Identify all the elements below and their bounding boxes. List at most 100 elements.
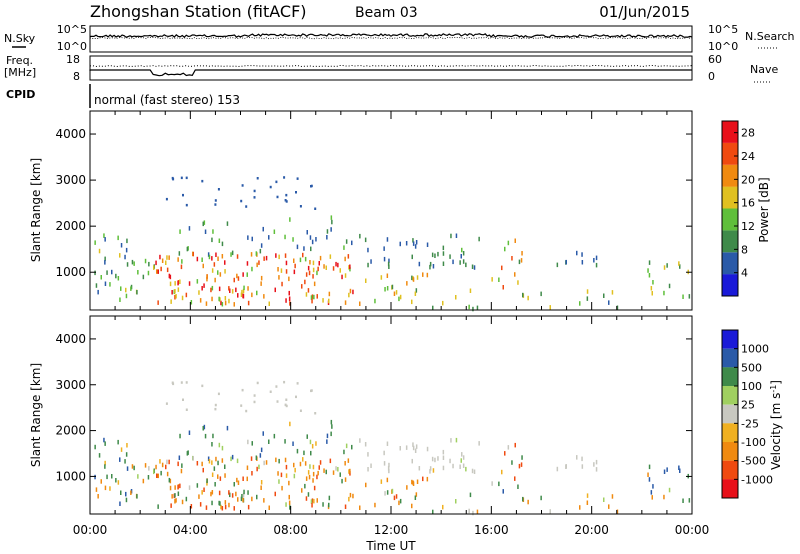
power-cell xyxy=(119,297,121,302)
power-cell xyxy=(221,302,224,307)
power-cell xyxy=(432,305,434,311)
power-panel: 1000 2000 3000 4000 Slant Range [km] 4 8 12 16… xyxy=(29,110,771,312)
power-cell xyxy=(296,177,299,180)
power-heatmap xyxy=(94,176,691,312)
power-cell xyxy=(211,285,214,291)
power-cell xyxy=(527,295,529,301)
power-cell xyxy=(611,290,614,295)
velocity-cell xyxy=(650,490,653,495)
power-cell xyxy=(416,275,419,280)
power-cell xyxy=(309,260,311,265)
velocity-cell xyxy=(281,485,283,491)
power-cell xyxy=(329,254,332,259)
velocity-cell xyxy=(185,381,188,384)
power-cell xyxy=(185,176,188,180)
velocity-cell xyxy=(450,438,452,443)
velocity-cell xyxy=(289,421,291,427)
velocity-cell xyxy=(307,470,310,475)
velocity-cell xyxy=(256,494,258,500)
velocity-cell xyxy=(235,491,237,497)
velocity-cell xyxy=(323,468,325,473)
power-cell xyxy=(293,269,296,275)
velocity-cell xyxy=(312,464,315,470)
power-cell xyxy=(280,268,283,273)
velocity-cell xyxy=(431,456,434,462)
power-cell xyxy=(242,288,245,294)
power-cbar-title: Power [dB] xyxy=(757,177,771,242)
power-cell xyxy=(301,284,303,289)
velocity-cell xyxy=(414,495,417,500)
power-cell xyxy=(285,260,288,266)
power-cell xyxy=(260,281,262,286)
power-cell xyxy=(157,300,159,305)
power-cell xyxy=(275,180,278,184)
power-cell xyxy=(161,258,164,263)
velocity-cell xyxy=(273,433,276,439)
velocity-cell xyxy=(256,466,258,472)
time-tick-label: 20:00 xyxy=(574,523,609,537)
power-cell xyxy=(344,256,346,262)
power-cell xyxy=(126,262,129,267)
velocity-cell xyxy=(186,451,189,456)
power-cell xyxy=(520,258,523,263)
velocity-cell xyxy=(576,455,578,460)
power-cell xyxy=(133,261,135,266)
velocity-cell xyxy=(663,494,665,500)
velocity-cell xyxy=(328,495,331,501)
velocity-cell xyxy=(383,450,385,456)
power-cell xyxy=(478,236,480,242)
power-colorbar-swatch xyxy=(722,164,738,187)
velocity-cell xyxy=(196,483,199,488)
power-cell xyxy=(202,221,204,227)
power-cell xyxy=(349,264,351,269)
power-cell xyxy=(211,256,213,261)
velocity-cell xyxy=(296,448,299,454)
velocity-cell xyxy=(682,498,684,503)
velocity-cell xyxy=(387,466,390,471)
power-cell xyxy=(180,176,183,180)
velocity-cell xyxy=(224,473,226,478)
velocity-cell xyxy=(326,433,329,439)
power-cell xyxy=(247,235,249,240)
power-cell xyxy=(218,286,221,292)
velocity-cell xyxy=(399,446,401,451)
freq-label-1: Freq. xyxy=(6,54,33,67)
velocity-cell xyxy=(507,445,510,450)
velocity-cell xyxy=(386,441,389,446)
velocity-cell xyxy=(119,501,121,506)
velocity-cell xyxy=(201,490,203,495)
power-cell xyxy=(205,301,208,306)
power-cell xyxy=(652,280,654,285)
power-colorbar-swatch xyxy=(722,274,738,296)
velocity-cell xyxy=(325,469,327,475)
power-cell xyxy=(278,254,280,260)
power-cell xyxy=(429,261,432,267)
velocity-cell xyxy=(251,441,253,446)
power-cell xyxy=(175,294,177,299)
velocity-colorbar-swatch xyxy=(722,442,738,461)
power-cell xyxy=(288,296,291,301)
nave-tick-top: 60 xyxy=(708,53,722,66)
velocity-cell xyxy=(277,471,279,476)
velocity-cell xyxy=(212,433,214,439)
velocity-cell xyxy=(520,462,523,467)
power-cell xyxy=(460,254,462,259)
power-cell xyxy=(177,287,180,292)
velocity-colorbar-swatch xyxy=(722,479,738,498)
velocity-cell xyxy=(595,459,598,465)
velocity-cell xyxy=(251,496,253,502)
velocity-cell xyxy=(243,489,245,495)
velocity-cell xyxy=(165,402,168,405)
velocity-cell xyxy=(268,505,270,510)
velocity-cell xyxy=(100,479,102,484)
power-cell xyxy=(565,259,567,265)
velocity-cell xyxy=(326,439,328,444)
power-cell xyxy=(556,262,559,268)
power-cell xyxy=(265,255,268,261)
power-cell xyxy=(365,278,367,283)
power-cell xyxy=(312,260,315,266)
power-colorbar-label: 12 xyxy=(741,220,755,233)
power-cell xyxy=(207,252,210,257)
cpid-label: CPID xyxy=(6,88,35,101)
velocity-cell xyxy=(347,458,350,463)
